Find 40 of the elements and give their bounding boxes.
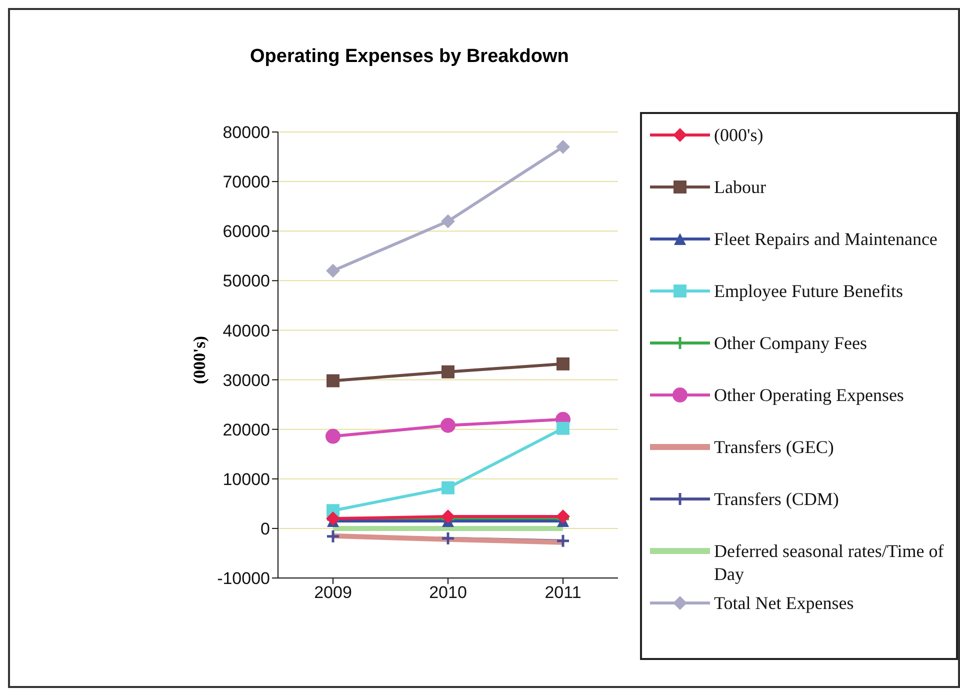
y-tick-label: 0: [260, 519, 270, 538]
y-tick-label: -10000: [217, 569, 270, 588]
legend-label: Transfers (GEC): [714, 436, 834, 459]
point: [556, 422, 570, 435]
point: [442, 365, 454, 378]
x-tick-label: 2011: [544, 583, 582, 602]
y-tick-label: 10000: [222, 470, 270, 489]
point: [556, 357, 570, 370]
point: [326, 374, 340, 388]
legend-label: Employee Future Benefits: [714, 280, 903, 303]
point: [326, 264, 340, 278]
point: [442, 481, 454, 494]
point: [326, 529, 340, 544]
y-tick-label: 20000: [222, 420, 270, 440]
point: [441, 510, 455, 524]
x-tick-label: 2009: [314, 583, 352, 602]
point: [440, 418, 456, 433]
chart-title: Operating Expenses by Breakdown: [250, 46, 569, 68]
y-tick-label: 70000: [222, 172, 270, 192]
legend-label: Transfers (CDM): [714, 488, 839, 511]
point: [441, 214, 455, 228]
legend-label: Fleet Repairs and Maintenance: [714, 228, 938, 251]
legend-label: Deferred seasonal rates/Time of Day: [714, 540, 945, 586]
point: [556, 534, 570, 548]
y-tick-label: 30000: [222, 370, 270, 390]
point: [440, 531, 456, 546]
legend-label: Total Net Expenses: [714, 592, 854, 615]
point: [556, 140, 570, 154]
legend-label: Other Operating Expenses: [714, 384, 904, 407]
point: [326, 428, 340, 444]
y-tick-label: 50000: [222, 272, 270, 291]
point: [556, 510, 570, 524]
y-tick-label: 40000: [222, 321, 270, 340]
legend-label: (000's): [714, 124, 764, 147]
y-axis-title: (000's): [190, 334, 210, 386]
x-tick-label: 2010: [429, 583, 467, 602]
legend-label: Other Company Fees: [714, 332, 867, 355]
legend-label: Labour: [714, 176, 766, 199]
y-tick-label: 80000: [222, 123, 270, 142]
y-tick-label: 60000: [222, 222, 270, 242]
